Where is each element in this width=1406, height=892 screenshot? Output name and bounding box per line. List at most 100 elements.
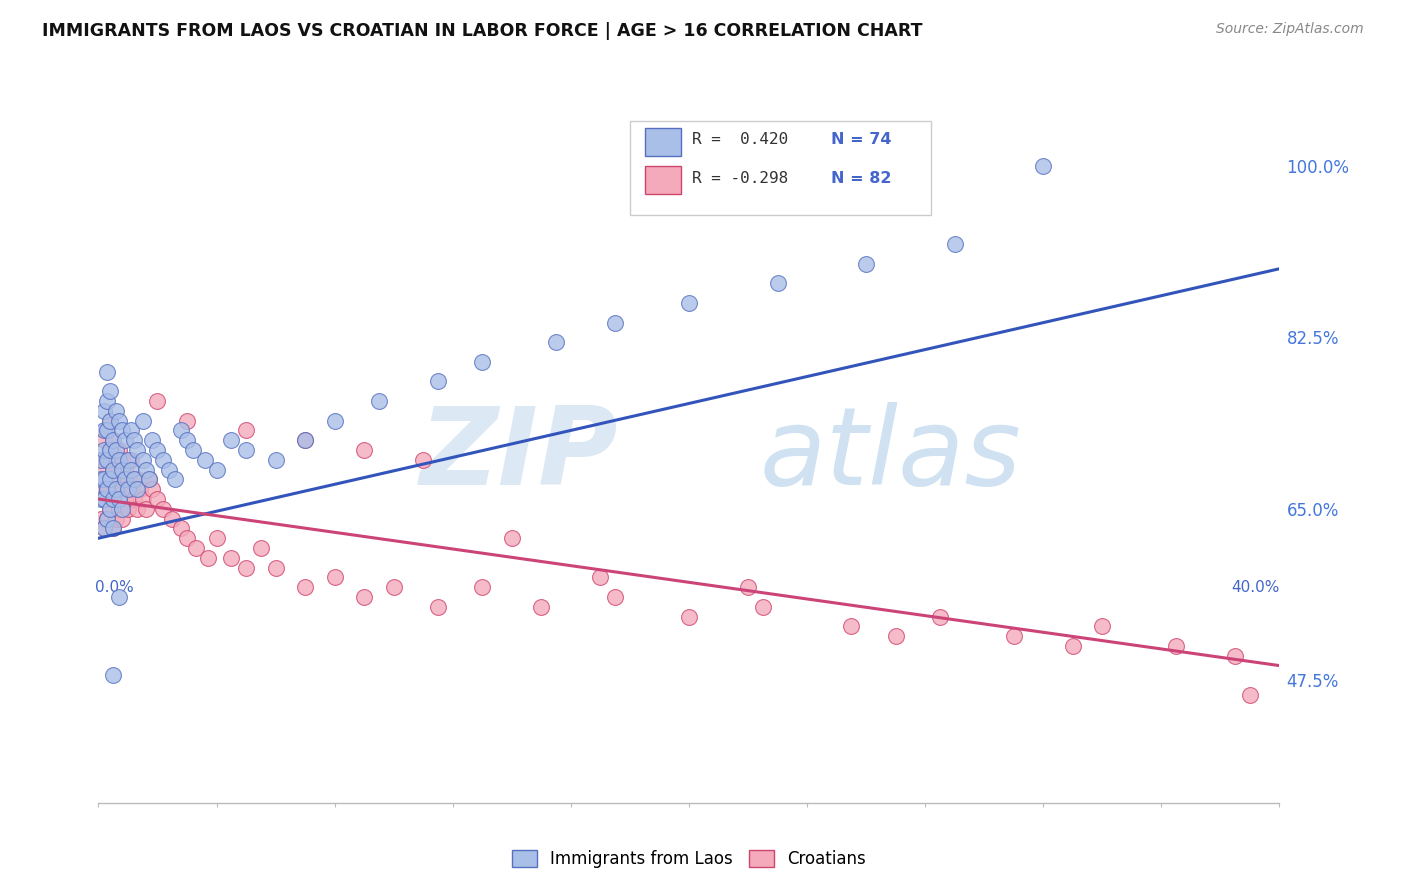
Point [678, 609, 700, 624]
Point [125, 482, 148, 496]
Point [219, 434, 242, 448]
Point [146, 394, 169, 409]
Text: atlas: atlas [759, 402, 1022, 508]
Point [1091, 619, 1114, 633]
Point [766, 277, 789, 291]
Point [103, 491, 125, 506]
Point [589, 570, 612, 584]
Point [176, 414, 198, 428]
Point [197, 550, 219, 565]
Point [111, 482, 134, 496]
Point [884, 629, 907, 643]
Point [751, 599, 773, 614]
Text: N = 82: N = 82 [831, 170, 891, 186]
Point [1062, 639, 1084, 653]
Point [96, 452, 118, 467]
Text: Source: ZipAtlas.com: Source: ZipAtlas.com [1216, 22, 1364, 37]
Text: IMMIGRANTS FROM LAOS VS CROATIAN IN LABOR FORCE | AGE > 16 CORRELATION CHART: IMMIGRANTS FROM LAOS VS CROATIAN IN LABO… [42, 22, 922, 40]
Text: N = 74: N = 74 [831, 132, 891, 147]
Point [176, 434, 198, 448]
Point [103, 462, 125, 476]
Point [111, 462, 134, 476]
Point [264, 560, 287, 574]
Point [93, 472, 115, 486]
Point [235, 560, 257, 574]
Point [138, 472, 160, 486]
Point [855, 257, 877, 271]
Point [90, 452, 112, 467]
Point [264, 452, 287, 467]
Point [530, 599, 553, 614]
Point [96, 482, 118, 496]
Point [103, 434, 125, 448]
Point [90, 452, 112, 467]
Point [90, 491, 112, 506]
Point [111, 424, 134, 438]
Point [165, 472, 187, 486]
Point [294, 434, 316, 448]
Point [103, 521, 125, 535]
Point [184, 541, 207, 555]
Point [96, 452, 118, 467]
Point [105, 452, 128, 467]
Point [90, 511, 112, 525]
Point [114, 472, 136, 486]
Point [368, 394, 391, 409]
Point [98, 472, 121, 486]
Point [138, 472, 160, 486]
Point [323, 570, 346, 584]
Point [132, 414, 155, 428]
Point [117, 501, 139, 516]
Point [128, 482, 150, 496]
Point [108, 590, 131, 604]
Point [605, 590, 627, 604]
Point [120, 452, 142, 467]
Point [120, 482, 142, 496]
Point [943, 237, 966, 252]
Point [98, 384, 121, 399]
Point [96, 365, 118, 379]
Point [90, 482, 112, 496]
Point [152, 501, 174, 516]
Point [108, 414, 131, 428]
Point [125, 501, 148, 516]
Point [108, 452, 131, 467]
Point [114, 491, 136, 506]
Point [93, 491, 115, 506]
Point [108, 501, 131, 516]
Point [122, 491, 145, 506]
FancyBboxPatch shape [630, 121, 931, 215]
Point [93, 462, 115, 476]
Point [141, 482, 163, 496]
Point [111, 452, 134, 467]
Point [194, 452, 217, 467]
Point [117, 452, 139, 467]
Text: ZIP: ZIP [420, 402, 619, 508]
Point [135, 501, 157, 516]
Point [117, 472, 139, 486]
Point [111, 501, 134, 516]
Point [141, 434, 163, 448]
Point [125, 472, 148, 486]
Point [96, 424, 118, 438]
Point [122, 472, 145, 486]
Point [146, 491, 169, 506]
Point [501, 531, 523, 545]
Point [114, 462, 136, 476]
Point [928, 609, 950, 624]
Point [427, 375, 450, 389]
Point [1032, 159, 1054, 173]
Point [135, 462, 157, 476]
Point [678, 296, 700, 310]
Point [105, 404, 128, 418]
Point [132, 452, 155, 467]
Point [205, 462, 228, 476]
Point [98, 501, 121, 516]
Point [170, 521, 193, 535]
Point [132, 491, 155, 506]
Point [98, 414, 121, 428]
Point [737, 580, 759, 594]
Point [146, 443, 169, 458]
Point [98, 443, 121, 458]
Point [120, 462, 142, 476]
